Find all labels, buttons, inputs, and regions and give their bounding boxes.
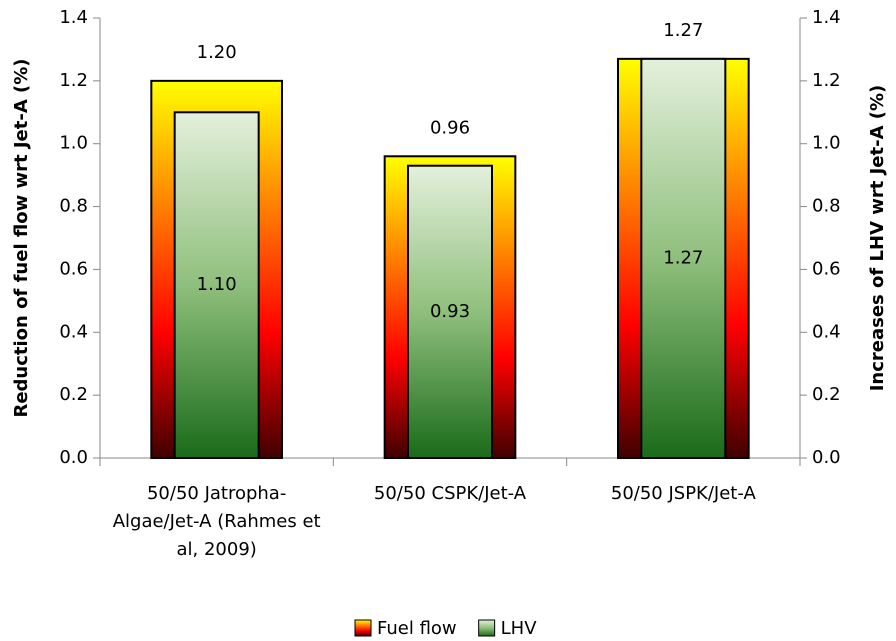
legend-swatch [354,619,372,637]
legend-label: Fuel flow [377,618,457,639]
data-label: 1.27 [663,247,703,268]
y2-axis-label: Increases of LHV wrt Jet-A (%) [867,85,888,392]
y2-tick-label: 0.0 [812,447,841,468]
x-tick-label: 50/50 CSPK/Jet-A [373,483,527,504]
x-tick-label: 50/50 JSPK/Jet-A [610,483,756,504]
y-axis-label: Reduction of fuel flow wrt Jet-A (%) [11,58,32,417]
y-tick-label: 0.2 [59,384,88,405]
data-label: 1.27 [663,20,703,41]
bar [407,164,493,459]
y-tick-label: 0.4 [59,321,88,342]
data-label: 1.20 [197,42,237,63]
y2-tick-label: 0.6 [812,258,841,279]
y-tick-label: 1.4 [59,7,88,28]
y2-tick-label: 0.2 [812,384,841,405]
legend-swatch [478,619,496,637]
bar [173,111,260,460]
y2-tick-label: 1.0 [812,133,841,154]
y2-tick-label: 0.8 [812,196,841,217]
legend-label: LHV [501,618,538,639]
y2-tick-label: 0.4 [812,321,841,342]
data-label: 1.10 [197,274,237,295]
y-tick-label: 1.2 [59,70,88,91]
data-label: 0.96 [430,117,470,138]
y-tick-label: 1.0 [59,133,88,154]
y-tick-label: 0.6 [59,258,88,279]
data-label: 0.93 [430,301,470,322]
x-tick-label: 50/50 Jatropha-Algae/Jet-A (Rahmes et al… [112,483,321,560]
y-tick-label: 0.8 [59,196,88,217]
y2-tick-label: 1.2 [812,70,841,91]
y2-tick-label: 1.4 [812,7,841,28]
y-tick-label: 0.0 [59,447,88,468]
bar [640,57,727,459]
